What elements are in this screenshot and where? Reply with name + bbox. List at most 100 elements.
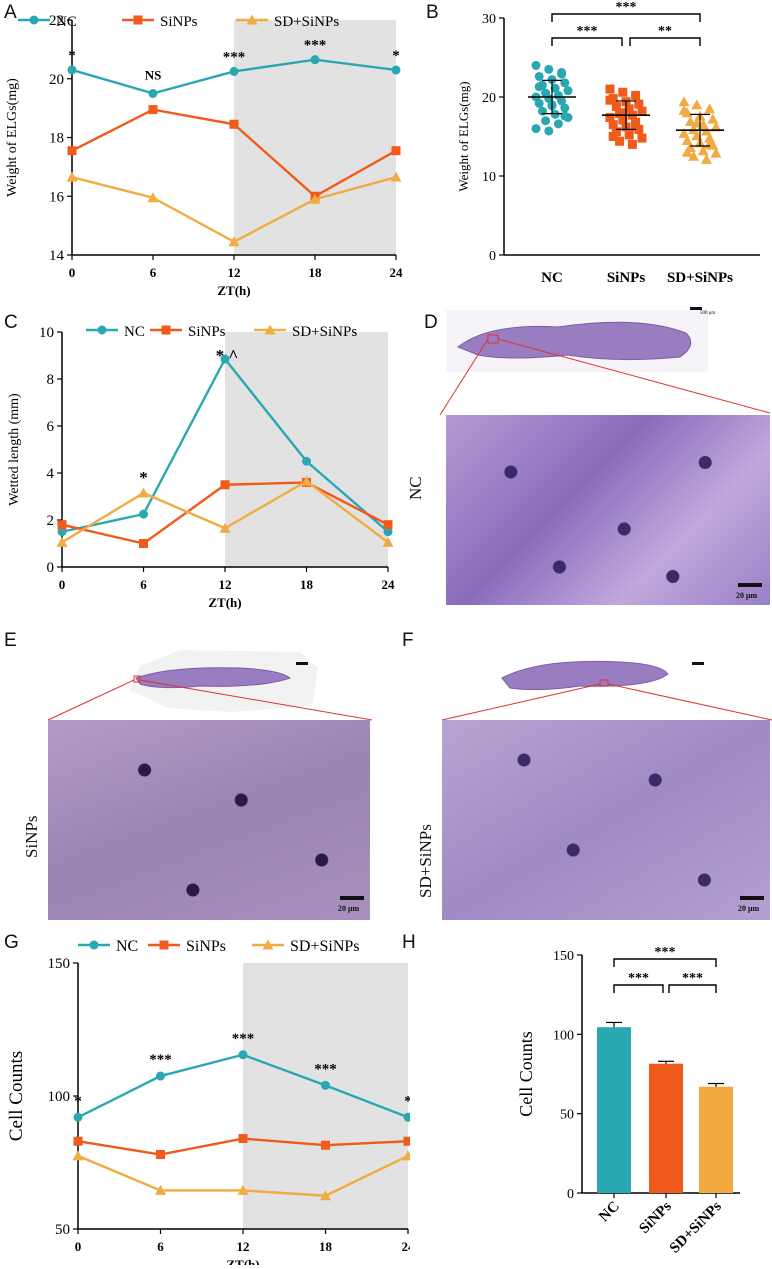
x-tick-label: SD+SiNPs: [667, 270, 733, 286]
x-tick-label: 12: [228, 265, 241, 280]
data-point-SD+SiNPs: [147, 192, 159, 203]
histology-image-f: [442, 720, 770, 920]
data-point-SiNPs: [57, 520, 67, 530]
legend-marker: [264, 324, 276, 335]
significance-label: ***: [628, 971, 649, 986]
x-tick-label: 18: [319, 1239, 333, 1254]
x-axis-title: ZT(h): [217, 283, 250, 298]
y-tick-label: 0: [489, 249, 496, 264]
data-point-NC: [531, 60, 541, 70]
data-point-SiNPs: [611, 127, 621, 137]
comparison-bracket: [613, 984, 664, 993]
comparison-bracket: [551, 13, 701, 22]
y-axis-title: Wetted length (mm): [7, 393, 22, 506]
data-point-SiNPs: [383, 520, 393, 530]
bar-NC: [597, 1027, 631, 1193]
micrograph-d: 500 μm 20 μm NC: [406, 305, 770, 630]
data-point-SD+SiNPs: [704, 132, 716, 143]
bar-SD+SiNPs: [699, 1086, 733, 1193]
legend-label: NC: [124, 324, 145, 340]
data-point-SiNPs: [148, 105, 158, 115]
legend-label: SiNPs: [188, 324, 226, 340]
data-point-NC: [321, 1080, 330, 1090]
dark-phase-shading: [225, 332, 388, 567]
data-point-SiNPs: [73, 1136, 83, 1146]
data-point-SiNPs: [403, 1136, 410, 1146]
chart-a-weight-line: 14 16 18 20 22 0 6 12 18 24 ZT(h) Weight of ELGs(mg…: [5, 13, 403, 298]
data-point-NC: [534, 82, 544, 92]
group-label-f: SD+SiNPs: [416, 824, 435, 898]
overview-d-drawing: [439, 307, 770, 416]
data-point-SD+SiNPs: [697, 145, 709, 156]
significance-label: ***: [314, 1061, 337, 1077]
legend-marker: [262, 939, 274, 950]
data-point-NC: [560, 78, 570, 88]
data-point-SD+SiNPs: [382, 536, 394, 547]
significance-label: NS: [145, 67, 162, 82]
panel-label-e: E: [4, 630, 17, 651]
y-tick-label: 0: [567, 1187, 574, 1202]
x-tick-label: SiNPs: [636, 1198, 675, 1237]
panel-label-g: G: [4, 932, 19, 953]
data-point-NC: [550, 109, 560, 119]
x-tick-label: 24: [382, 577, 396, 592]
legend-label: NC: [116, 938, 138, 955]
data-point-NC: [391, 65, 401, 75]
y-tick-label: 22: [49, 13, 64, 29]
data-point-SD+SiNPs: [684, 115, 696, 126]
y-tick-label: 20: [482, 91, 496, 106]
data-point-SiNPs: [391, 146, 401, 156]
data-point-SD+SiNPs: [678, 104, 690, 115]
data-point-NC: [139, 509, 148, 519]
significance-label: *: [139, 468, 148, 487]
panel-label-b: B: [426, 2, 439, 23]
significance-label: ***: [149, 1052, 172, 1068]
comparison-bracket: [551, 37, 623, 46]
x-tick-label: 6: [150, 265, 157, 280]
x-axis-title: ZT(h): [208, 595, 241, 610]
y-tick-label: 18: [49, 131, 64, 147]
y-tick-label: 0: [47, 560, 55, 576]
significance-label: ***: [223, 49, 246, 65]
legend-label: NC: [56, 14, 77, 30]
data-point-SD+SiNPs: [678, 127, 690, 138]
x-tick-label: 0: [59, 577, 66, 592]
data-point-SiNPs: [605, 95, 615, 105]
micrograph-e: 20 μm SiNPs: [0, 648, 372, 930]
x-tick-label: NC: [596, 1199, 623, 1226]
x-tick-label: 12: [237, 1239, 250, 1254]
data-point-SD+SiNPs: [219, 522, 231, 533]
data-point-NC: [57, 527, 67, 537]
data-point-NC: [537, 106, 547, 116]
legend-label: SD+SiNPs: [290, 938, 360, 955]
x-tick-label: 6: [140, 577, 147, 592]
data-point-SiNPs: [615, 136, 625, 146]
data-point-SD+SiNPs: [301, 475, 312, 486]
data-point-NC: [220, 354, 230, 364]
scale-bar-f: [740, 896, 764, 900]
significance-label: *: [74, 1093, 82, 1109]
data-point-SD+SiNPs: [72, 1150, 84, 1161]
significance-label: ***: [616, 0, 637, 15]
data-point-SD+SiNPs: [56, 536, 68, 547]
y-tick-label: 50: [560, 1108, 574, 1123]
significance-label: *: [404, 1093, 410, 1109]
x-tick-label: 12: [219, 577, 232, 592]
data-point-SD+SiNPs: [691, 99, 703, 110]
y-tick-label: 4: [47, 466, 55, 482]
data-point-SiNPs: [627, 139, 637, 149]
data-point-NC: [557, 69, 567, 79]
data-point-NC: [541, 116, 551, 126]
legend-label: SD+SiNPs: [292, 324, 357, 340]
data-point-SiNPs: [608, 120, 618, 130]
data-point-SiNPs: [624, 130, 634, 140]
data-point-SiNPs: [618, 115, 628, 125]
data-point-SiNPs: [605, 84, 615, 94]
data-point-NC: [534, 98, 544, 108]
data-point-SiNPs: [220, 480, 230, 490]
data-point-SD+SiNPs: [707, 113, 719, 124]
legend-marker: [29, 15, 39, 25]
scale-label-f: 20 μm: [738, 904, 760, 913]
y-tick-label: 6: [47, 419, 55, 435]
data-point-NC: [550, 83, 560, 93]
